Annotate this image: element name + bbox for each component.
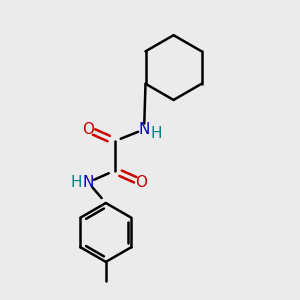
- Text: O: O: [135, 175, 147, 190]
- Text: N: N: [138, 122, 150, 137]
- Text: N: N: [82, 175, 94, 190]
- Text: O: O: [82, 122, 94, 137]
- Text: H: H: [151, 126, 162, 141]
- Text: H: H: [70, 175, 82, 190]
